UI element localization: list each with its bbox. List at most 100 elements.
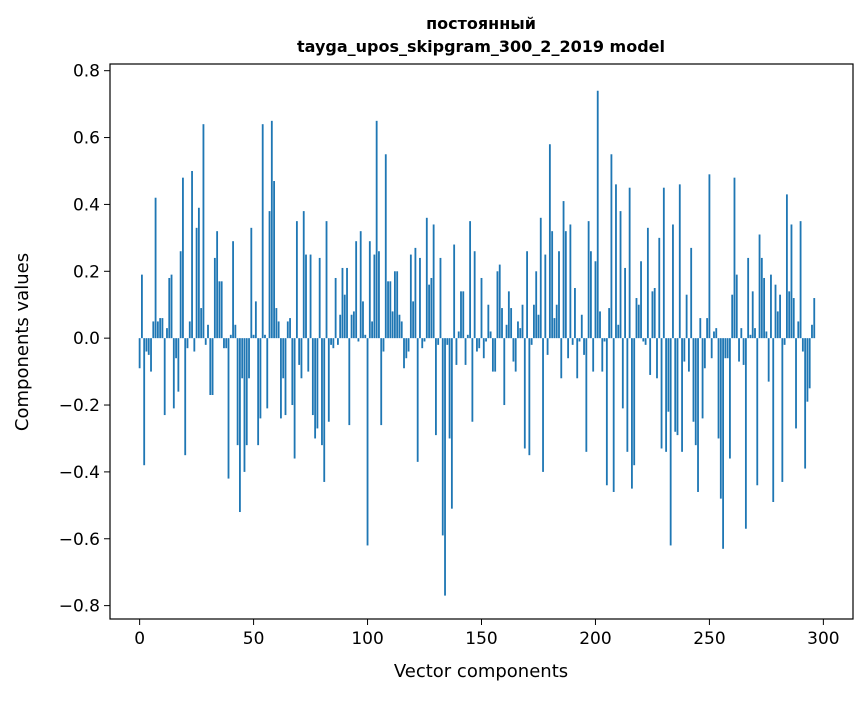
bar <box>781 338 784 482</box>
bar <box>701 338 704 419</box>
bar <box>699 318 702 339</box>
bar <box>763 277 766 339</box>
bar <box>487 304 490 339</box>
bar <box>327 338 330 422</box>
bar <box>337 338 339 345</box>
bar <box>248 338 250 379</box>
y-axis: 0.8 0.6 0.4 0.2 0.0 −0.2 −0.4 −0.6 −0.8 <box>59 62 110 617</box>
bar <box>307 338 310 372</box>
bar <box>275 308 278 339</box>
bar <box>637 304 640 339</box>
bar <box>182 177 184 339</box>
bar <box>574 288 576 339</box>
bar <box>428 284 430 339</box>
bar <box>742 338 745 365</box>
bar <box>403 338 405 369</box>
bar <box>521 304 524 339</box>
bar <box>480 277 483 339</box>
bar <box>749 334 752 339</box>
bar <box>186 338 189 349</box>
bar <box>168 277 171 339</box>
bar <box>482 338 485 359</box>
bar <box>291 338 294 406</box>
bar <box>332 338 335 349</box>
bar <box>542 338 544 472</box>
bar <box>216 231 219 339</box>
x-tick-label: 250 <box>693 629 725 649</box>
bar <box>305 254 307 339</box>
bar <box>266 338 269 409</box>
bar <box>346 267 348 339</box>
bar <box>624 267 626 339</box>
bar <box>510 308 513 339</box>
bar <box>649 338 652 375</box>
bar <box>537 314 540 339</box>
bar <box>225 338 228 349</box>
bar <box>517 321 519 339</box>
bar <box>384 154 387 339</box>
bar <box>790 224 793 339</box>
y-tick-label: −0.4 <box>59 463 100 483</box>
bar <box>687 338 690 372</box>
bar <box>667 338 670 412</box>
y-tick-label: −0.6 <box>59 530 100 550</box>
x-tick-label: 150 <box>465 629 497 649</box>
bar <box>555 304 558 339</box>
bar <box>703 338 706 369</box>
bar <box>423 338 426 342</box>
bar <box>380 338 383 426</box>
bar <box>491 338 494 372</box>
bar <box>658 237 661 339</box>
bar <box>412 301 415 339</box>
bar <box>245 338 248 446</box>
bar <box>735 274 738 339</box>
bar <box>318 257 321 339</box>
bar <box>368 241 371 339</box>
bar <box>466 334 469 339</box>
bar <box>284 338 287 416</box>
bar <box>535 271 538 339</box>
bar <box>589 251 592 339</box>
bar <box>450 338 453 509</box>
x-axis-label: Vector components <box>394 661 568 682</box>
bar <box>154 197 157 339</box>
bar <box>567 338 570 359</box>
bar <box>204 338 207 345</box>
bar <box>414 247 417 339</box>
bar <box>715 328 718 339</box>
y-tick-label: 0.0 <box>73 329 100 349</box>
bar <box>143 338 146 466</box>
bar <box>774 284 777 339</box>
bar <box>250 227 253 339</box>
bar <box>334 277 337 339</box>
bar <box>462 291 465 339</box>
bar <box>348 338 351 426</box>
bar <box>277 321 280 339</box>
bar <box>726 338 729 359</box>
bar <box>571 338 574 345</box>
bar <box>519 328 522 339</box>
bar <box>530 338 533 345</box>
bar <box>257 338 260 446</box>
bar <box>359 231 362 339</box>
bar <box>553 318 556 339</box>
bar <box>494 338 497 372</box>
bar <box>804 338 807 469</box>
bar <box>585 338 588 452</box>
bar-series <box>138 90 816 596</box>
bar <box>352 311 355 339</box>
bar <box>391 311 394 339</box>
bar <box>207 324 209 339</box>
chart-title-line1: постоянный <box>426 14 536 33</box>
bar <box>314 338 317 439</box>
bar <box>444 338 446 596</box>
bar <box>642 338 645 342</box>
bar <box>756 338 759 486</box>
bar <box>366 338 369 546</box>
bar <box>644 338 647 345</box>
bar <box>569 224 572 339</box>
bar <box>343 294 346 339</box>
bar <box>608 308 611 339</box>
bar <box>813 298 816 339</box>
